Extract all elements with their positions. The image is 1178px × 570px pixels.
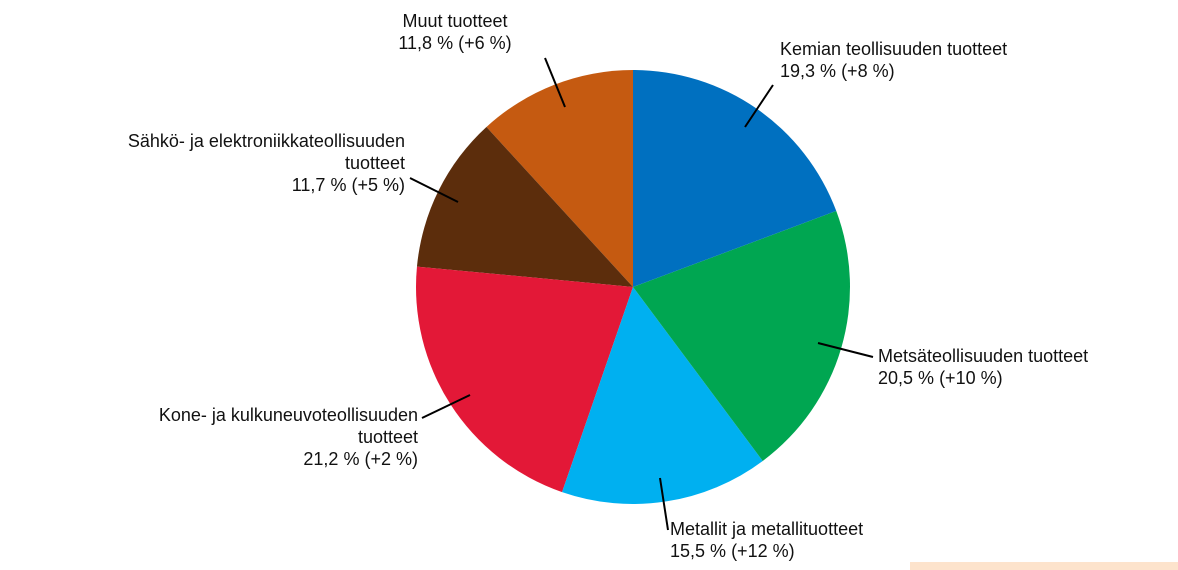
leader-lines: [409, 57, 874, 531]
category-label: Sähkö- ja elektroniikkateollisuuden tuot…: [127, 131, 405, 173]
slice-label: Kone- ja kulkuneuvoteollisuuden tuotteet…: [159, 404, 418, 470]
leader-line: [744, 84, 774, 128]
value-label: 15,5 %: [670, 541, 727, 561]
slice-label: Metsäteollisuuden tuotteet 20,5 % (+10 %): [878, 345, 1088, 389]
slice-label: Metallit ja metallituotteet 15,5 % (+12 %…: [670, 518, 863, 562]
leader-line: [659, 477, 669, 531]
value-label: 19,3 %: [780, 61, 837, 81]
leader-line: [544, 57, 566, 108]
slice-label: Muut tuotteet 11,8 % (+6 %): [350, 10, 560, 54]
change-label: (+5 %): [351, 175, 405, 195]
category-label: Muut tuotteet: [402, 11, 508, 31]
change-label: (+6 %): [458, 33, 512, 53]
pie-slice: [416, 126, 633, 287]
change-label: (+10 %): [939, 368, 1003, 388]
category-label: Metsäteollisuuden tuotteet: [878, 346, 1089, 366]
value-label: 20,5 %: [878, 368, 935, 388]
pie-slice: [486, 70, 633, 287]
category-label: Metallit ja metallituotteet: [670, 519, 864, 539]
leader-line: [409, 177, 459, 203]
change-label: (+2 %): [364, 449, 418, 469]
change-label: (+12 %): [731, 541, 795, 561]
pie-slice: [633, 210, 851, 461]
category-label: Kone- ja kulkuneuvoteollisuuden tuotteet: [158, 405, 418, 447]
value-label: 21,2 %: [303, 449, 360, 469]
category-label: Kemian teollisuuden tuotteet: [780, 39, 1008, 59]
slice-label: Kemian teollisuuden tuotteet 19,3 % (+8 %…: [780, 38, 1007, 82]
value-label: 11,7 %: [291, 175, 347, 195]
value-label: 11,8 %: [398, 33, 454, 53]
slice-label: Sähkö- ja elektroniikkateollisuuden tuot…: [128, 130, 405, 196]
change-label: (+8 %): [841, 61, 895, 81]
pie-slice: [416, 266, 633, 493]
leader-line: [421, 394, 471, 419]
decoration: [910, 562, 1178, 570]
leader-line: [817, 342, 874, 358]
pie-slice: [562, 287, 763, 504]
pie-slice: [633, 70, 837, 287]
